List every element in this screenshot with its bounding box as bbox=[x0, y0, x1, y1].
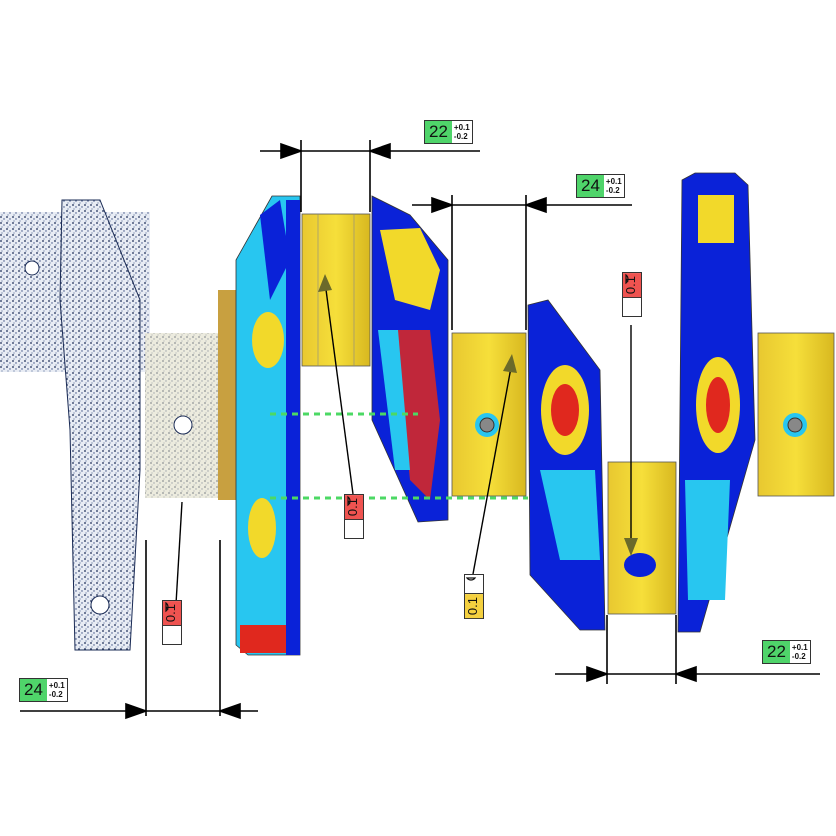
gdt-arrowheads bbox=[318, 274, 638, 556]
gdt-tolerance-value: 0.1 bbox=[465, 594, 483, 619]
tolerance-minus: -0.2 bbox=[791, 652, 806, 661]
profile-of-surface-icon bbox=[623, 273, 641, 316]
point-cloud-section bbox=[0, 199, 223, 651]
dimension-tolerance: +0.1 -0.2 bbox=[604, 175, 624, 197]
journal-2 bbox=[451, 332, 527, 497]
dimension-tolerance: +0.1 -0.2 bbox=[452, 121, 472, 143]
dimension-box-1: 22 +0.1 -0.2 bbox=[424, 120, 473, 144]
dimension-box-2: 24 +0.1 -0.2 bbox=[576, 174, 625, 198]
dimension-value: 22 bbox=[425, 121, 452, 143]
journal-4 bbox=[757, 332, 835, 497]
tolerance-minus: -0.2 bbox=[605, 186, 620, 195]
tolerance-plus: +0.1 bbox=[791, 643, 808, 652]
crank-web-1 bbox=[218, 195, 301, 656]
journal-3 bbox=[607, 461, 677, 615]
crank-web-4 bbox=[677, 172, 756, 633]
nominal-dashed-lines bbox=[270, 412, 528, 500]
journal-1 bbox=[301, 213, 371, 367]
crank-web-2 bbox=[371, 195, 449, 523]
tolerance-plus: +0.1 bbox=[453, 123, 470, 132]
dimension-tolerance: +0.1 -0.2 bbox=[790, 641, 810, 663]
gdt-frame-3: 0.1 bbox=[464, 574, 484, 620]
tolerance-plus: +0.1 bbox=[48, 681, 65, 690]
gdt-frame-4: 0.1 bbox=[622, 272, 642, 318]
dimension-box-4: 24 +0.1 -0.2 bbox=[19, 678, 68, 702]
dimension-value: 24 bbox=[577, 175, 604, 197]
gdt-leaders bbox=[175, 281, 632, 605]
dimension-value: 24 bbox=[20, 679, 47, 701]
crank-web-3 bbox=[527, 299, 606, 631]
tolerance-minus: -0.2 bbox=[453, 132, 468, 141]
dimension-box-3: 22 +0.1 -0.2 bbox=[762, 640, 811, 664]
gdt-frame-2: 0.1 bbox=[162, 600, 182, 646]
dimension-tolerance: +0.1 -0.2 bbox=[47, 679, 67, 701]
profile-of-surface-icon bbox=[163, 601, 181, 644]
profile-of-surface-icon bbox=[465, 575, 483, 594]
tolerance-minus: -0.2 bbox=[48, 690, 63, 699]
gdt-frame-1: 0.1 bbox=[344, 494, 364, 540]
tolerance-plus: +0.1 bbox=[605, 177, 622, 186]
dimension-lines bbox=[20, 140, 820, 720]
dimension-value: 22 bbox=[763, 641, 790, 663]
profile-of-surface-icon bbox=[345, 495, 363, 538]
